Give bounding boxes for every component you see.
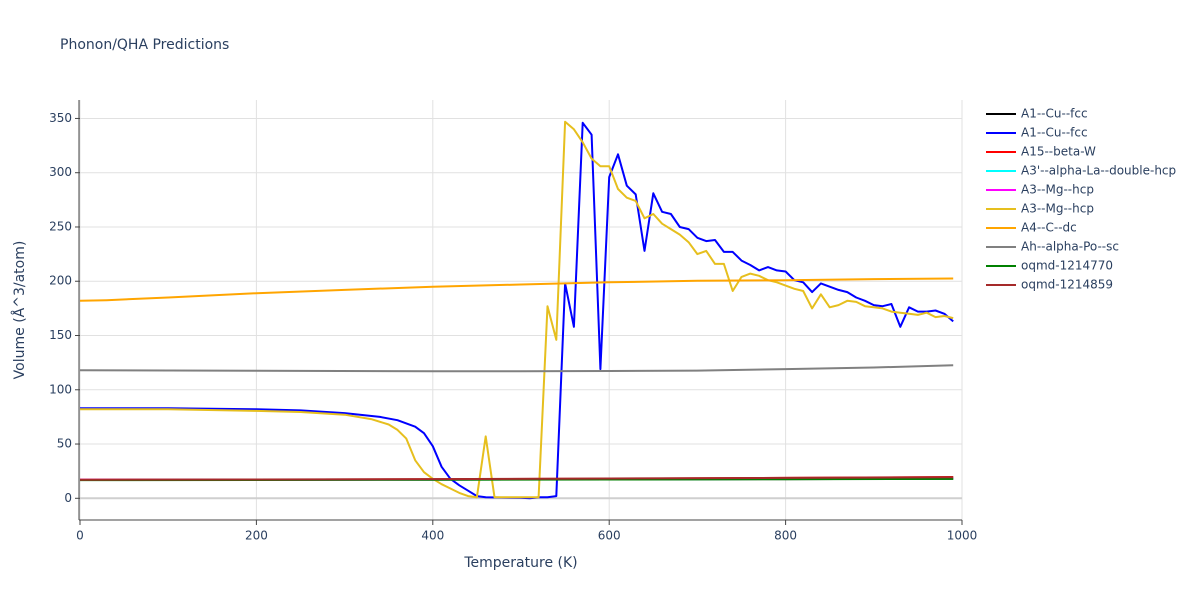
x-tick-label: 400 [421, 529, 444, 543]
x-tick-label: 0 [76, 529, 84, 543]
chart-title: Phonon/QHA Predictions [60, 37, 229, 53]
y-tick-label: 250 [49, 219, 72, 233]
legend-label[interactable]: A3--Mg--hcp [1021, 202, 1094, 216]
legend-label[interactable]: A15--beta-W [1021, 145, 1096, 159]
legend-label[interactable]: A4--C--dc [1021, 221, 1077, 235]
y-tick-label: 300 [49, 165, 72, 179]
plot-area [80, 120, 954, 500]
y-axis-title: Volume (Å^3/atom) [11, 241, 28, 380]
grid: 0 200 400 600 800 1000 0 50 100 150 200 250 300 350 [49, 100, 977, 543]
y-tick-label: 100 [49, 382, 72, 396]
y-tick-label: 50 [57, 437, 72, 451]
x-tick-label: 200 [245, 529, 268, 543]
legend-label[interactable]: A1--Cu--fcc [1021, 126, 1088, 140]
x-tick-label: 1000 [947, 529, 978, 543]
x-tick-label: 800 [774, 529, 797, 543]
series-line [80, 120, 954, 499]
y-tick-label: 350 [49, 111, 72, 125]
series-line [80, 277, 954, 302]
legend-label[interactable]: A3--Mg--hcp [1021, 183, 1094, 197]
x-axis-title: Temperature (K) [463, 555, 577, 571]
legend-label[interactable]: oqmd-1214859 [1021, 278, 1113, 292]
y-tick-label: 0 [64, 491, 72, 505]
legend-label[interactable]: A1--Cu--fcc [1021, 107, 1088, 121]
y-tick-label: 200 [49, 274, 72, 288]
legend-label[interactable]: A3'--alpha-La--double-hcp [1021, 164, 1176, 178]
x-tick-label: 600 [598, 529, 621, 543]
legend: A1--Cu--fcc A1--Cu--fcc A15--beta-W A3'--al… [986, 107, 1176, 292]
y-tick-label: 150 [49, 328, 72, 342]
series-line [80, 476, 954, 481]
series-line [80, 364, 954, 373]
legend-label[interactable]: oqmd-1214770 [1021, 259, 1113, 273]
series-line [80, 121, 954, 500]
legend-label[interactable]: Ah--alpha-Po--sc [1021, 240, 1119, 254]
